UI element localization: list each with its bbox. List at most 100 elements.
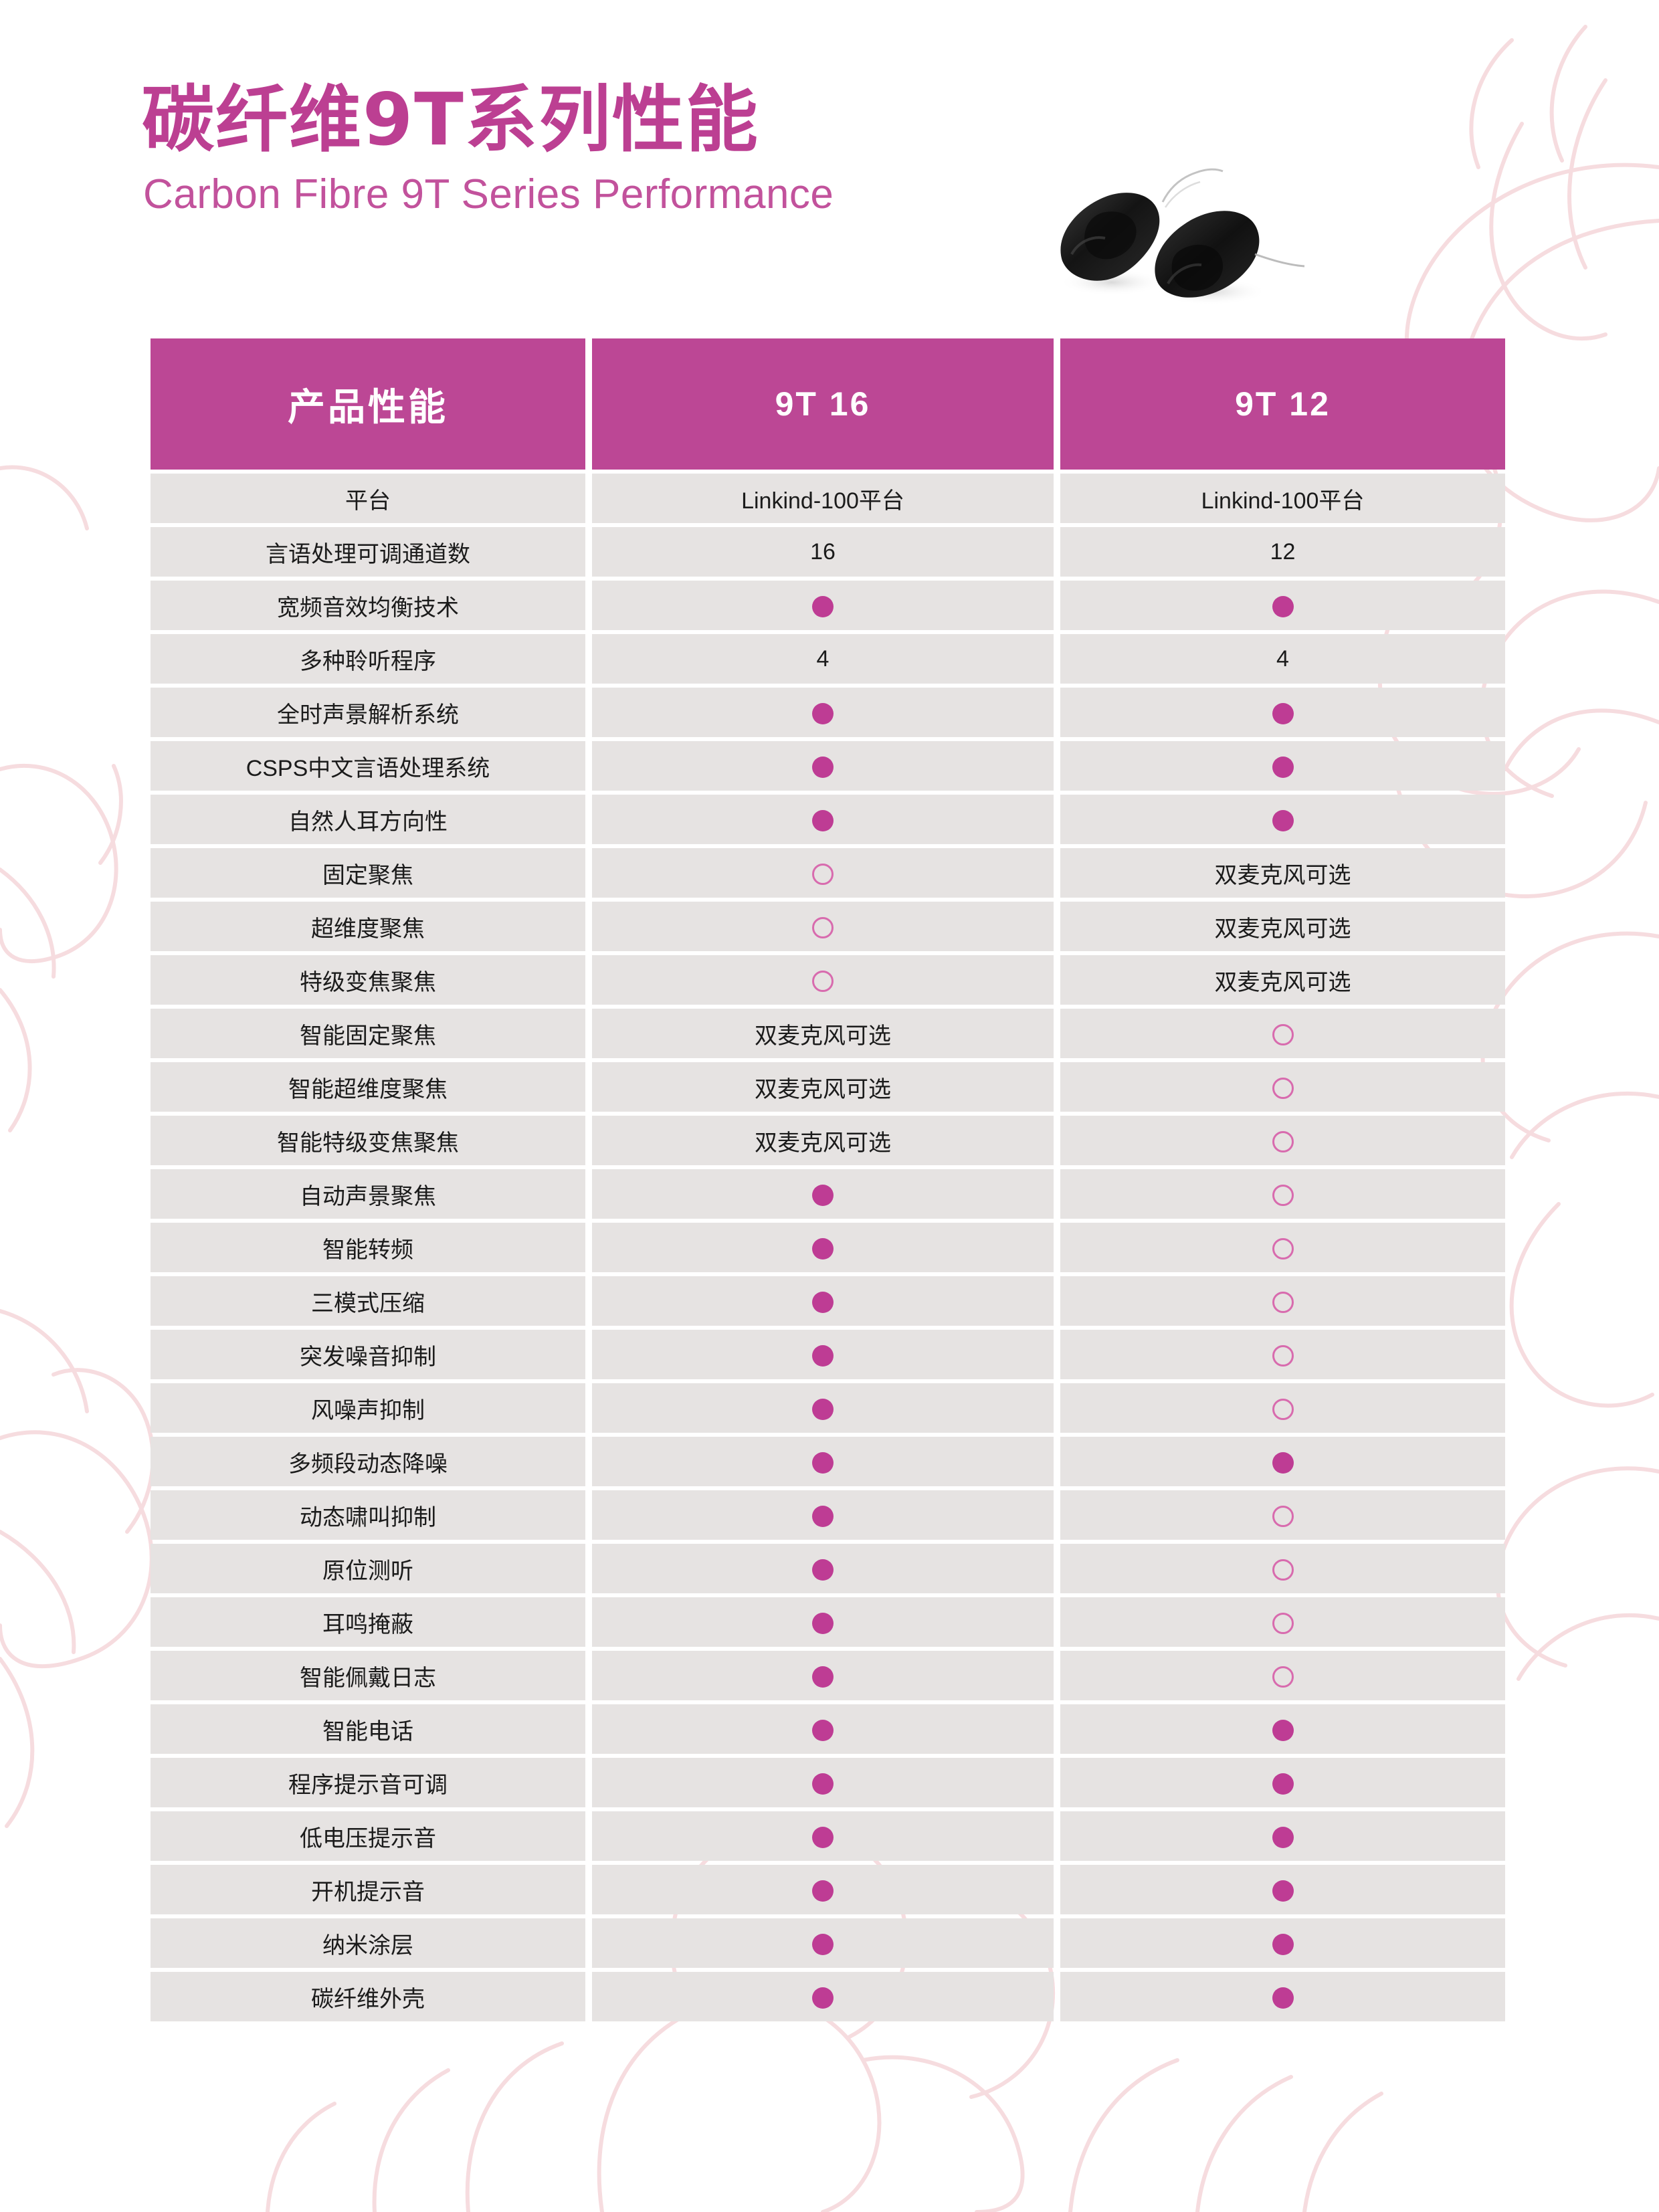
value-cell-9t16: Linkind-100平台: [592, 474, 1054, 523]
feature-name-cell: 多种聆听程序: [151, 634, 585, 684]
value-cell-9t12: [1060, 1651, 1505, 1700]
marker-hollow-icon: [1272, 1398, 1294, 1420]
value-cell-9t16: [592, 1758, 1054, 1807]
value-cell-9t12: [1060, 1490, 1505, 1540]
value-cell-9t16: [592, 1597, 1054, 1647]
marker-hollow-icon: [1272, 1559, 1294, 1581]
value-cell-9t16: [592, 1223, 1054, 1272]
table-row: 智能电话: [151, 1704, 1505, 1754]
value-cell-9t12: [1060, 1223, 1505, 1272]
value-cell-9t12: [1060, 1972, 1505, 2021]
marker-hollow-icon: [1272, 1291, 1294, 1313]
marker-filled-icon: [1272, 1719, 1294, 1741]
table-row: 低电压提示音: [151, 1811, 1505, 1861]
value-cell-9t16: 双麦克风可选: [592, 1116, 1054, 1165]
feature-name-cell: 智能电话: [151, 1704, 585, 1754]
value-cell-9t12: [1060, 1544, 1505, 1593]
marker-filled-icon: [812, 1987, 834, 2009]
value-cell-9t12: [1060, 1811, 1505, 1861]
table-row: 自动声景聚焦: [151, 1169, 1505, 1219]
marker-filled-icon: [1272, 702, 1294, 724]
table-row: 智能佩戴日志: [151, 1651, 1505, 1700]
value-cell-9t12: [1060, 1169, 1505, 1219]
feature-name-cell: CSPS中文言语处理系统: [151, 741, 585, 791]
table-row: 超维度聚焦 双麦克风可选: [151, 902, 1505, 951]
value-cell-9t12: [1060, 1597, 1505, 1647]
marker-filled-icon: [1272, 809, 1294, 831]
table-row: 智能超维度聚焦 双麦克风可选: [151, 1062, 1505, 1112]
table-row: 风噪声抑制: [151, 1383, 1505, 1433]
value-cell-9t12: [1060, 1116, 1505, 1165]
feature-name-cell: 低电压提示音: [151, 1811, 585, 1861]
value-cell-9t16: [592, 902, 1054, 951]
feature-name-cell: 平台: [151, 474, 585, 523]
table-row: 开机提示音: [151, 1865, 1505, 1914]
value-cell-9t16: [592, 741, 1054, 791]
marker-filled-icon: [1272, 1933, 1294, 1955]
marker-filled-icon: [1272, 595, 1294, 617]
value-cell-9t16: [592, 1383, 1054, 1433]
value-cell-9t12: [1060, 1437, 1505, 1486]
feature-name-cell: 智能固定聚焦: [151, 1009, 585, 1058]
marker-hollow-icon: [1272, 1184, 1294, 1206]
value-cell-9t12: [1060, 1704, 1505, 1754]
value-cell-9t12: 双麦克风可选: [1060, 902, 1505, 951]
marker-filled-icon: [812, 1451, 834, 1474]
feature-name-cell: 风噪声抑制: [151, 1383, 585, 1433]
value-cell-9t16: [592, 688, 1054, 737]
value-cell-9t12: [1060, 795, 1505, 844]
table-row: 多频段动态降噪: [151, 1437, 1505, 1486]
value-cell-9t12: [1060, 741, 1505, 791]
marker-filled-icon: [1272, 1773, 1294, 1795]
marker-filled-icon: [812, 1666, 834, 1688]
column-header-model-9t16: 9T 16: [592, 338, 1054, 470]
feature-name-cell: 特级变焦聚焦: [151, 955, 585, 1005]
feature-name-cell: 动态啸叫抑制: [151, 1490, 585, 1540]
marker-hollow-icon: [812, 916, 834, 938]
marker-filled-icon: [812, 1398, 834, 1420]
feature-name-cell: 开机提示音: [151, 1865, 585, 1914]
feature-name-cell: 耳鸣掩蔽: [151, 1597, 585, 1647]
table-row: 碳纤维外壳: [151, 1972, 1505, 2021]
marker-filled-icon: [812, 1880, 834, 1902]
feature-name-cell: 固定聚焦: [151, 848, 585, 898]
feature-name-cell: 自然人耳方向性: [151, 795, 585, 844]
marker-filled-icon: [1272, 756, 1294, 778]
marker-filled-icon: [812, 756, 834, 778]
table-row: 多种聆听程序 4 4: [151, 634, 1505, 684]
value-cell-9t16: [592, 1918, 1054, 1968]
table-body: 平台 Linkind-100平台 Linkind-100平台 言语处理可调通道数 16 1…: [151, 474, 1505, 2021]
value-cell-9t16: [592, 795, 1054, 844]
table-row: 自然人耳方向性: [151, 795, 1505, 844]
feature-name-cell: 程序提示音可调: [151, 1758, 585, 1807]
value-cell-9t16: [592, 1651, 1054, 1700]
marker-hollow-icon: [812, 863, 834, 885]
feature-name-cell: 原位测听: [151, 1544, 585, 1593]
feature-name-cell: 宽频音效均衡技术: [151, 581, 585, 630]
value-cell-9t12: 双麦克风可选: [1060, 848, 1505, 898]
value-cell-9t16: [592, 1330, 1054, 1379]
table-row: 程序提示音可调: [151, 1758, 1505, 1807]
page-subtitle: Carbon Fibre 9T Series Performance: [143, 171, 834, 217]
table-header-row: 产品性能 9T 16 9T 12: [151, 338, 1505, 470]
marker-hollow-icon: [1272, 1130, 1294, 1152]
feature-name-cell: 智能转频: [151, 1223, 585, 1272]
value-cell-9t16: [592, 1437, 1054, 1486]
marker-filled-icon: [812, 1184, 834, 1206]
table-row: 耳鸣掩蔽: [151, 1597, 1505, 1647]
feature-name-cell: 智能佩戴日志: [151, 1651, 585, 1700]
value-cell-9t12: [1060, 1383, 1505, 1433]
table-row: 言语处理可调通道数 16 12: [151, 527, 1505, 577]
marker-filled-icon: [812, 1344, 834, 1367]
marker-filled-icon: [812, 1826, 834, 1848]
value-cell-9t12: [1060, 1009, 1505, 1058]
table-row: 固定聚焦 双麦克风可选: [151, 848, 1505, 898]
title-block: 碳纤维9T系列性能 Carbon Fibre 9T Series Perform…: [142, 80, 834, 217]
table-row: 智能固定聚焦 双麦克风可选: [151, 1009, 1505, 1058]
feature-name-cell: 超维度聚焦: [151, 902, 585, 951]
marker-filled-icon: [812, 1237, 834, 1260]
value-cell-9t12: [1060, 1865, 1505, 1914]
marker-filled-icon: [812, 1933, 834, 1955]
marker-hollow-icon: [1272, 1612, 1294, 1634]
